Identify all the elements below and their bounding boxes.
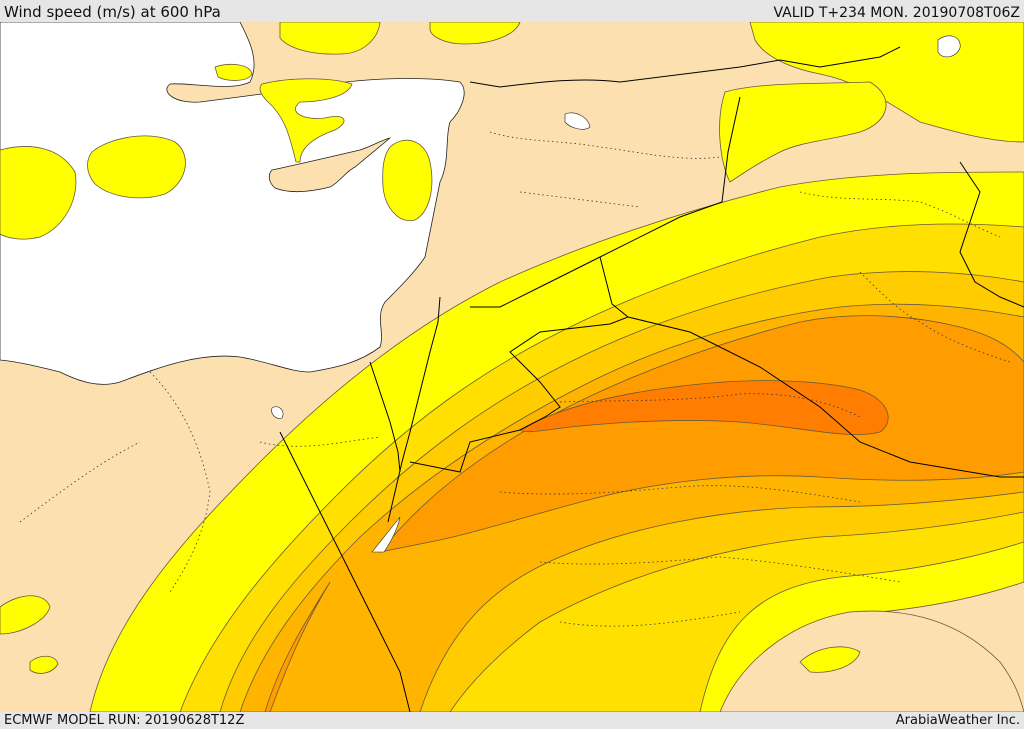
lake-assad xyxy=(564,112,591,130)
southwest-wind-patch xyxy=(29,655,59,674)
valid-time: VALID T+234 MON. 20190708T06Z xyxy=(773,5,1020,21)
lake-van xyxy=(937,35,961,58)
border-turkey-syria xyxy=(469,46,901,88)
north-wind-patch-2 xyxy=(429,22,521,45)
wind-band-level-6 xyxy=(519,380,889,435)
south-wind-patch xyxy=(799,646,861,673)
west-wind-patch xyxy=(0,595,51,635)
south-land-patch xyxy=(719,610,1024,712)
wind-speed-map xyxy=(0,22,1024,712)
lake-nasser-dot xyxy=(271,406,284,419)
model-run: ECMWF MODEL RUN: 20190628T12Z xyxy=(4,713,245,728)
north-wind-patch-3 xyxy=(214,63,253,81)
border-israel-jordan xyxy=(387,296,441,523)
sea-wind-patch-2 xyxy=(87,135,186,199)
border-saudi-east xyxy=(959,161,1024,308)
cyprus-island xyxy=(268,137,391,193)
sea-wind-patch-4 xyxy=(259,78,353,163)
north-wind-patch-5 xyxy=(719,81,887,183)
credit: ArabiaWeather Inc. xyxy=(895,713,1020,728)
border-iraq-saudi xyxy=(627,316,1024,478)
gulf-of-aqaba xyxy=(371,516,401,553)
province-borders xyxy=(19,131,1011,627)
border-egypt-israel xyxy=(369,361,401,473)
border-syria-iraq xyxy=(470,96,741,308)
sea-wind-patch-1 xyxy=(0,146,77,240)
mediterranean-sea xyxy=(0,22,465,385)
border-egypt-sudan xyxy=(279,431,411,712)
header-bar: Wind speed (m/s) at 600 hPa VALID T+234 … xyxy=(0,0,1024,22)
country-borders xyxy=(279,46,1024,712)
footer-bar: ECMWF MODEL RUN: 20190628T12Z ArabiaWeat… xyxy=(0,712,1024,729)
sea-wind-patch-3 xyxy=(382,139,433,221)
map-title: Wind speed (m/s) at 600 hPa xyxy=(4,3,221,21)
north-wind-patch-1 xyxy=(279,22,381,55)
